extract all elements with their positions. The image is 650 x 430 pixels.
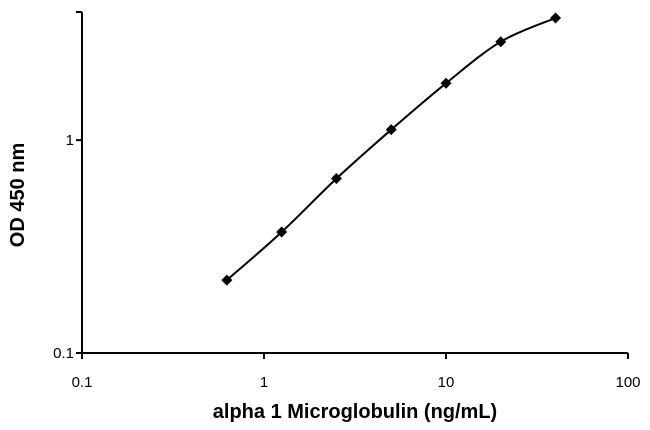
y-tick-label: 1 [66, 132, 74, 149]
y-axis-ticks: 0.11 [53, 11, 82, 362]
x-tick-label: 10 [438, 374, 455, 391]
data-point-marker [495, 36, 507, 48]
x-axis-ticks: 0.1 1 10 100 [72, 353, 641, 391]
data-point-marker [550, 12, 562, 24]
data-point-marker [385, 124, 397, 136]
series-line [226, 17, 556, 281]
y-tick-label: 0.1 [53, 345, 74, 362]
data-point-marker [330, 173, 342, 185]
x-axis-title: alpha 1 Microglobulin (ng/mL) [213, 401, 497, 423]
x-tick-label: 0.1 [72, 374, 93, 391]
data-point-marker [440, 77, 452, 89]
series-markers [221, 12, 562, 286]
x-tick-label: 100 [615, 374, 640, 391]
x-tick-label: 1 [260, 374, 268, 391]
data-point-marker [276, 226, 288, 238]
y-axis-title: OD 450 nm [7, 143, 29, 247]
data-point-marker [221, 274, 233, 286]
